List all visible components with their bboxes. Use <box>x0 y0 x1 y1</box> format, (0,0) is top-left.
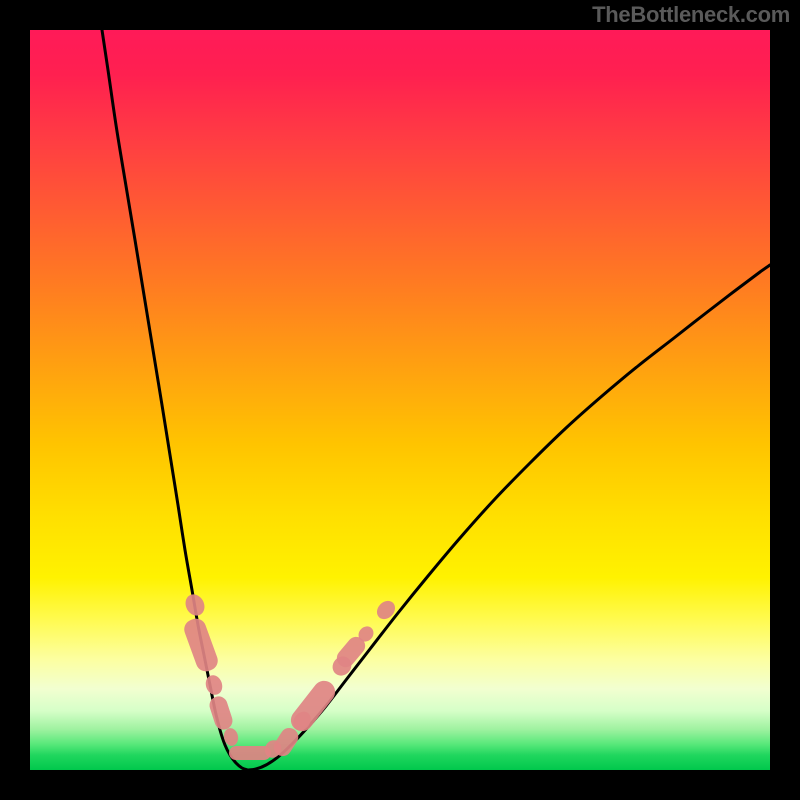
left-curve <box>102 30 248 770</box>
marker-shape <box>286 676 339 735</box>
data-point-markers <box>181 591 398 761</box>
plot-area <box>30 30 770 770</box>
marker-shape <box>182 591 208 619</box>
marker-shape <box>207 694 235 732</box>
bottleneck-chart-frame: TheBottleneck.com <box>0 0 800 800</box>
marker-shape <box>203 673 225 697</box>
bottleneck-curves <box>30 30 770 770</box>
watermark-text: TheBottleneck.com <box>592 2 790 28</box>
marker-shape <box>181 616 220 674</box>
marker-shape <box>229 746 271 760</box>
